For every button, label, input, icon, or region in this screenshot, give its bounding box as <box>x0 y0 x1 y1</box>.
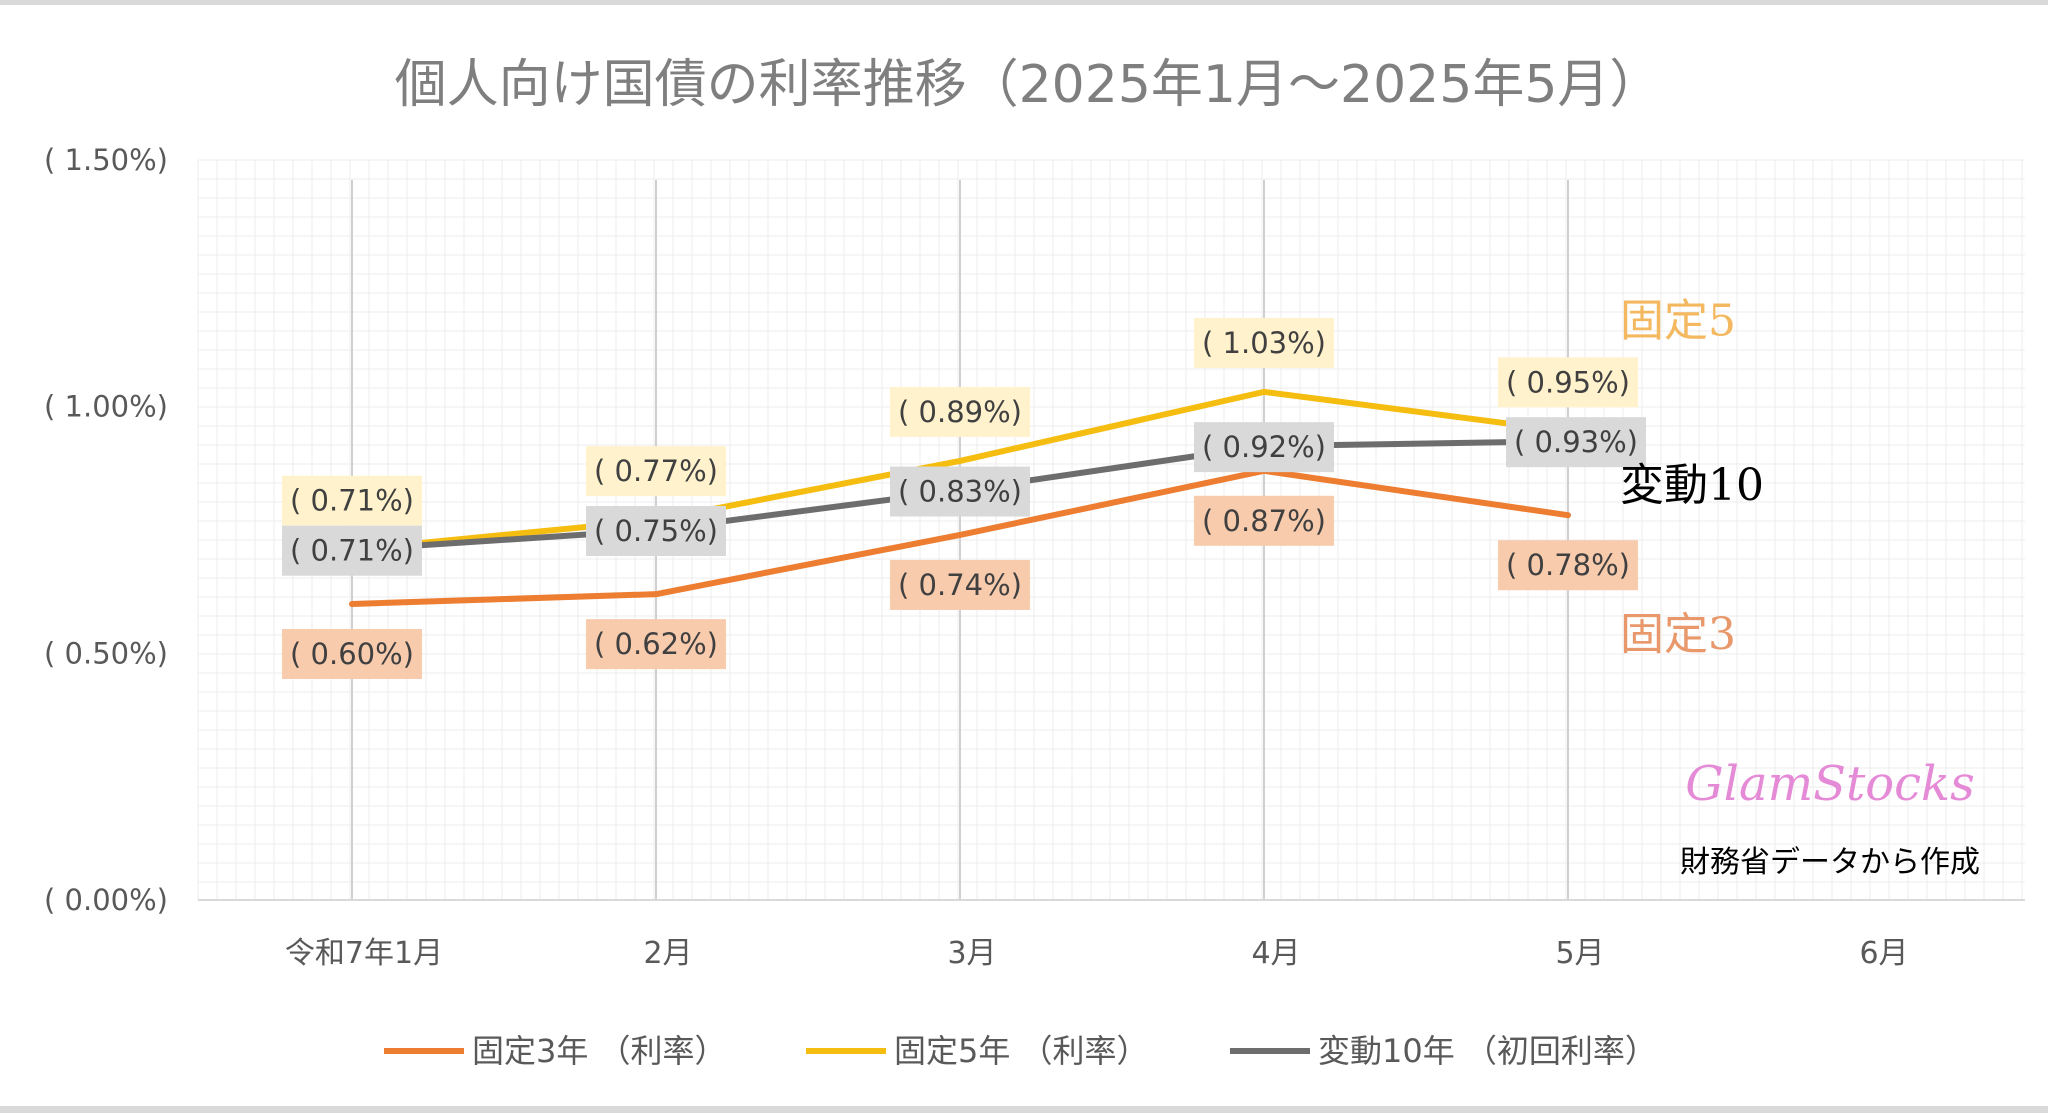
data-label-box <box>282 475 422 526</box>
data-label: ( 0.77%) <box>594 454 718 488</box>
x-tick-label: 5月 <box>1555 936 1604 971</box>
data-label: ( 0.83%) <box>898 475 1022 509</box>
legend: 固定3年 （利率） 固定5年 （利率） 変動10年 （初回利率） <box>384 1032 1657 1070</box>
legend-label: 固定5年 （利率） <box>894 1032 1149 1070</box>
data-label-box <box>1194 495 1334 546</box>
top-border <box>0 0 2048 5</box>
data-label-box <box>1498 540 1638 591</box>
y-tick-label: ( 1.00%) <box>44 390 168 424</box>
x-tick-label: 4月 <box>1251 936 1300 971</box>
source-note: 財務省データから作成 <box>1680 845 1980 880</box>
data-label: ( 0.78%) <box>1506 548 1630 582</box>
x-tick-label: 3月 <box>947 936 996 971</box>
data-label: ( 0.87%) <box>1202 504 1326 538</box>
data-label-box <box>586 446 726 497</box>
data-label: ( 0.74%) <box>898 568 1022 602</box>
chart-title: 個人向け国債の利率推移（2025年1月～2025年5月） <box>395 55 1662 115</box>
data-label-box <box>1498 357 1638 408</box>
x-tick-label: 2月 <box>643 936 692 971</box>
y-tick-label: ( 1.50%) <box>44 143 168 177</box>
data-label: ( 0.71%) <box>290 534 414 568</box>
grid <box>197 159 2025 900</box>
data-label: ( 0.93%) <box>1514 425 1638 459</box>
x-tick-label: 令和7年1月 <box>285 936 443 971</box>
y-tick-label: ( 0.00%) <box>44 883 168 917</box>
x-tick-label: 6月 <box>1859 936 1908 971</box>
data-label-box <box>282 525 422 576</box>
data-label-box <box>1194 317 1334 368</box>
data-label: ( 0.95%) <box>1506 365 1630 399</box>
data-label-box <box>586 619 726 670</box>
series-end-tag: 固定5 <box>1620 295 1736 346</box>
y-tick-label: ( 0.50%) <box>44 636 168 670</box>
series-end-tag: 固定3 <box>1620 609 1736 660</box>
bottom-border <box>0 1106 2048 1113</box>
data-label-box <box>890 559 1030 610</box>
series-end-tag: 変動10 <box>1620 460 1764 511</box>
legend-label: 固定3年 （利率） <box>472 1032 727 1070</box>
data-label-box <box>586 506 726 556</box>
data-label: ( 0.60%) <box>290 637 414 671</box>
data-label-box <box>282 629 422 679</box>
series-tags: 固定3 固定5 変動10 <box>1620 295 1764 660</box>
brand-watermark: GlamStocks <box>1685 756 1975 812</box>
data-label-box <box>1506 417 1646 468</box>
data-label-box <box>1194 422 1334 473</box>
data-label: ( 0.92%) <box>1202 430 1326 464</box>
data-label-box <box>890 466 1030 517</box>
data-label: ( 0.75%) <box>594 514 718 548</box>
data-labels: ( 0.60%) ( 0.62%) ( 0.74%) ( 0.87%) ( 0.78%)… <box>282 317 1646 679</box>
data-label-box <box>890 386 1030 437</box>
legend-label: 変動10年 （初回利率） <box>1318 1032 1657 1070</box>
data-label: ( 0.62%) <box>594 627 718 661</box>
data-label: ( 0.89%) <box>898 395 1022 429</box>
data-label: ( 0.71%) <box>290 484 414 518</box>
data-label: ( 1.03%) <box>1202 326 1326 360</box>
axes: ( 0.00%) ( 0.50%) ( 1.00%) ( 1.50%) 令和7年1月 2月… <box>44 143 2025 971</box>
